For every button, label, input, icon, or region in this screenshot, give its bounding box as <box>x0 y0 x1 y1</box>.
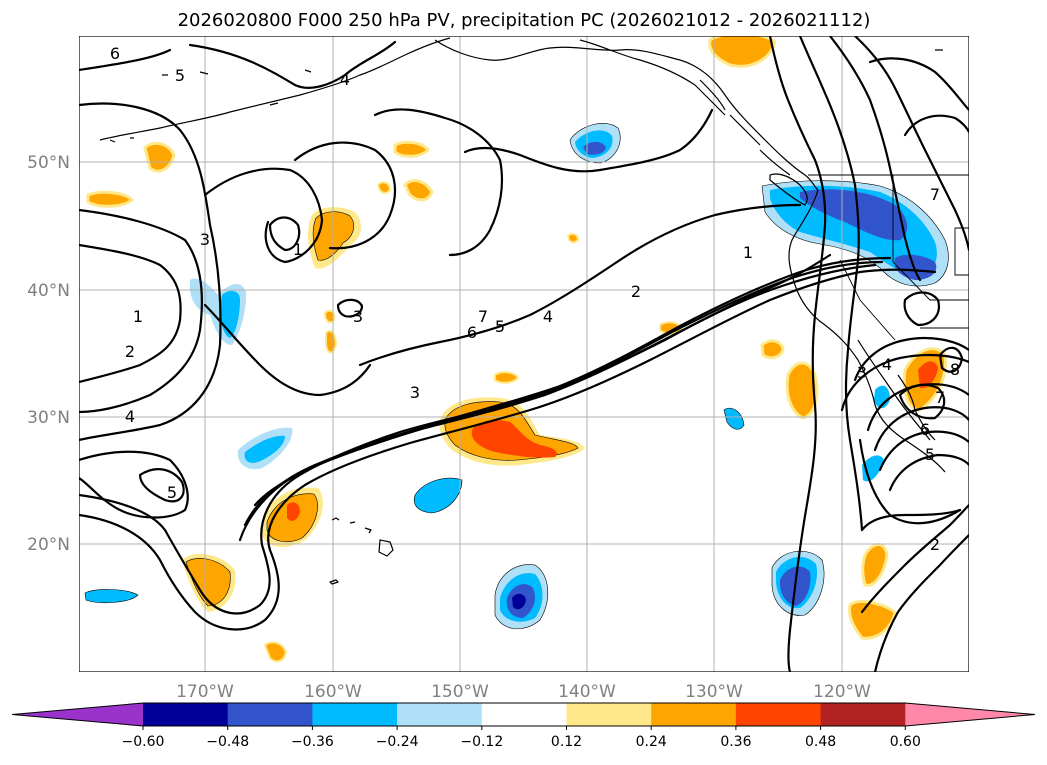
colorbar-bin <box>143 703 229 726</box>
contour-label: 3 <box>353 307 363 326</box>
contour-label: 7 <box>930 185 940 204</box>
contour-label: 4 <box>543 307 553 326</box>
coastlines <box>99 37 946 585</box>
contour-label: 5 <box>495 317 505 336</box>
contour-label: 6 <box>110 44 120 63</box>
graticule <box>79 36 969 672</box>
colorbar-tick-label: −0.12 <box>460 734 503 750</box>
contour-label: 3 <box>200 230 210 249</box>
precip-negative-deep <box>800 189 908 241</box>
borders <box>808 174 969 341</box>
colorbar-tick-label: 0.48 <box>805 734 836 750</box>
lon-tick-label: 160°W <box>304 682 362 702</box>
contour-label: 1 <box>293 240 303 259</box>
contour-label: 4 <box>340 70 350 89</box>
lon-tick-label: 120°W <box>813 682 871 702</box>
precip-positive-core <box>393 140 430 158</box>
precip-positive-core <box>263 641 288 663</box>
colorbar-tick-label: 0.60 <box>890 734 921 750</box>
precip-positive-core <box>403 179 434 202</box>
lat-tick-label: 40°N <box>27 281 70 301</box>
precip-positive-core <box>376 181 392 194</box>
latitude-tick-labels: 50°N 40°N 30°N 20°N <box>27 153 70 555</box>
precip-shading <box>84 36 949 663</box>
colorbar-extend-under <box>12 703 143 726</box>
precip-negative-core <box>413 477 463 514</box>
colorbar-tick-label: 0.36 <box>720 734 751 750</box>
contour-label: 7 <box>935 388 945 407</box>
lat-tick-label: 50°N <box>27 153 70 173</box>
colorbar-tick-label: −0.36 <box>291 734 334 750</box>
contour-label: 2 <box>125 342 135 361</box>
colorbar-tick-label: −0.60 <box>122 734 165 750</box>
colorbar-bin <box>397 703 483 726</box>
contour-label: 5 <box>925 445 935 464</box>
pv-contours <box>79 36 969 672</box>
contour-label: 6 <box>920 420 930 439</box>
precip-negative-deep <box>583 141 606 155</box>
colorbar-extend-over <box>905 703 1035 726</box>
colorbar-bin <box>651 703 737 726</box>
colorbar-bin <box>735 703 822 726</box>
precip-negative-core <box>874 385 890 409</box>
lat-tick-label: 20°N <box>27 535 70 555</box>
contour-label: 5 <box>167 483 177 502</box>
lat-tick-label: 30°N <box>27 408 70 428</box>
precip-positive-strong <box>918 361 938 389</box>
precip-positive-core <box>323 309 336 324</box>
lon-tick-label: 130°W <box>685 682 743 702</box>
contour-label: 7 <box>478 307 488 326</box>
precip-positive-core <box>760 339 785 360</box>
precip-positive-core <box>86 190 135 208</box>
colorbar-tick-label: −0.24 <box>376 734 419 750</box>
colorbar-bin <box>481 703 567 726</box>
colorbar-bin <box>820 703 906 726</box>
precip-negative-core <box>723 407 745 430</box>
colorbar-tick-label: 0.24 <box>636 734 667 750</box>
colorbar: −0.60 −0.48 −0.36 −0.24 −0.12 0.12 0.24 0.36 0.4… <box>11 702 1036 750</box>
precip-negative-darkest <box>512 593 526 610</box>
contour-label: 1 <box>743 243 753 262</box>
contour-label: 4 <box>882 355 892 374</box>
colorbar-tick-label: 0.12 <box>551 734 582 750</box>
pv-contour-labels: 6 5 4 3 1 2 4 5 3 6 7 1 2 4 5 3 7 1 2 3 … <box>110 44 960 554</box>
contour-label: 1 <box>133 307 143 326</box>
plot-title: 2026020800 F000 250 hPa PV, precipitatio… <box>178 10 871 31</box>
precip-positive-strong <box>471 420 557 458</box>
precip-positive-core <box>325 329 338 354</box>
precip-negative-core <box>244 435 285 463</box>
precip-positive-strong <box>287 502 300 521</box>
contour-label: 2 <box>631 282 641 301</box>
lon-tick-label: 170°W <box>176 682 234 702</box>
contour-label: 8 <box>950 360 960 379</box>
map-panel: 6 5 4 3 1 2 4 5 3 6 7 1 2 4 5 3 7 1 2 3 … <box>79 36 969 672</box>
precip-positive-core <box>566 232 580 244</box>
contour-label: 4 <box>125 407 135 426</box>
lon-tick-label: 140°W <box>558 682 616 702</box>
contour-label: 6 <box>467 323 477 342</box>
colorbar-tick-label: −0.48 <box>206 734 249 750</box>
contour-label: 2 <box>930 535 940 554</box>
precip-positive-core <box>494 371 520 384</box>
colorbar-bin <box>566 703 652 726</box>
precip-negative-core <box>84 589 139 604</box>
colorbar-bin <box>227 703 313 726</box>
colorbar-bin <box>312 703 398 726</box>
contour-label: 3 <box>410 383 420 402</box>
precip-positive-core <box>143 141 176 173</box>
longitude-tick-labels: 170°W 160°W 150°W 140°W 130°W 120°W <box>176 682 871 702</box>
lon-tick-label: 150°W <box>431 682 489 702</box>
precip-positive-core <box>185 558 231 607</box>
contour-label: 5 <box>175 66 185 85</box>
contour-label: 3 <box>857 363 867 382</box>
